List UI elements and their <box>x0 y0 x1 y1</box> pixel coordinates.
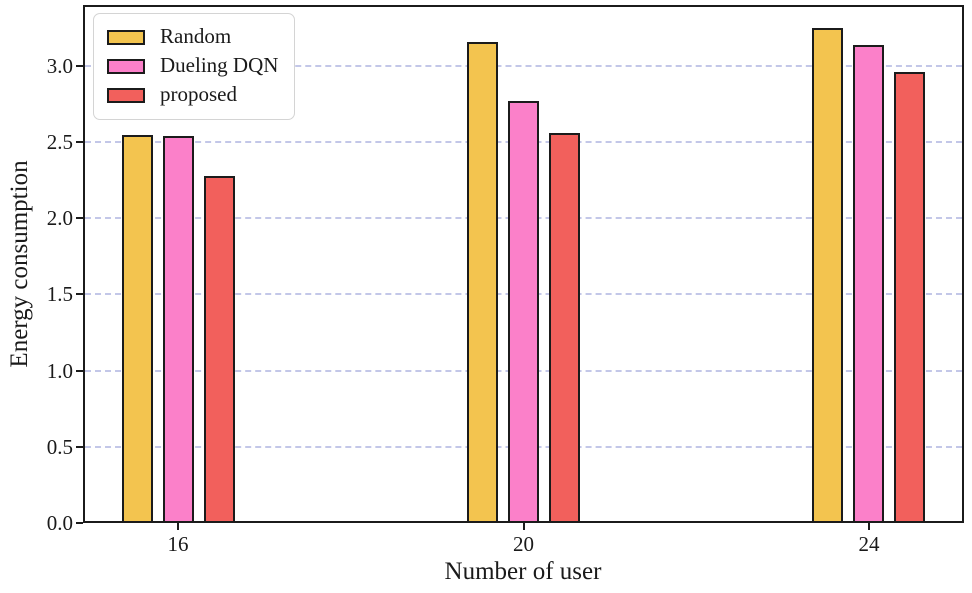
y-tick-label-1.5: 1.5 <box>46 282 73 307</box>
legend-label-dueling-dqn: Dueling DQN <box>160 53 279 77</box>
bar-dueling-dqn-24 <box>853 44 885 523</box>
y-tick-mark <box>76 522 83 524</box>
y-tick-label-1.0: 1.0 <box>46 358 73 383</box>
bar-dueling-dqn-20 <box>508 100 539 523</box>
bar-proposed-24 <box>894 72 926 523</box>
legend-swatch-proposed <box>107 88 145 103</box>
legend-swatch-random <box>107 30 145 45</box>
y-tick-mark <box>76 293 83 296</box>
legend-label-random: Random <box>160 24 232 48</box>
bar-random-16 <box>121 134 153 523</box>
y-tick-mark <box>76 217 83 220</box>
x-tick-label-20: 20 <box>513 532 534 556</box>
x-tick-label-24: 24 <box>858 532 880 556</box>
bar-proposed-16 <box>203 175 235 523</box>
legend-item-proposed: proposed <box>107 81 278 110</box>
y-tick-mark <box>76 141 83 144</box>
legend-label-proposed: proposed <box>160 82 237 106</box>
plot-area: Random Dueling DQN proposed 0.0 0.5 1.0 1.5… <box>47 5 964 556</box>
legend-swatch-dueling-dqn <box>107 59 145 74</box>
legend-item-random: Random <box>107 23 278 52</box>
bar-random-24 <box>812 27 844 523</box>
x-tick-mark <box>522 523 525 530</box>
y-axis-label: Energy consumption <box>6 160 33 368</box>
legend: Random Dueling DQN proposed <box>93 13 296 120</box>
legend-item-dueling-dqn: Dueling DQN <box>107 52 278 81</box>
y-tick-label-2.0: 2.0 <box>46 206 73 231</box>
y-tick-mark <box>76 64 83 67</box>
gridline-y-3.0 <box>85 64 962 67</box>
y-tick-mark <box>76 445 83 448</box>
x-tick-label-16: 16 <box>167 532 189 556</box>
y-tick-label-0.5: 0.5 <box>46 434 73 459</box>
x-tick-mark <box>177 523 179 530</box>
x-tick-mark <box>867 523 870 530</box>
x-axis-label: Number of user <box>444 558 602 585</box>
y-tick-label-3.0: 3.0 <box>46 53 73 78</box>
bar-proposed-20 <box>549 132 580 523</box>
bar-dueling-dqn-16 <box>162 136 194 523</box>
y-tick-label-0.0: 0.0 <box>46 511 73 535</box>
y-tick-mark <box>76 369 83 372</box>
bar-random-20 <box>467 41 498 523</box>
y-tick-label-2.5: 2.5 <box>46 130 73 155</box>
